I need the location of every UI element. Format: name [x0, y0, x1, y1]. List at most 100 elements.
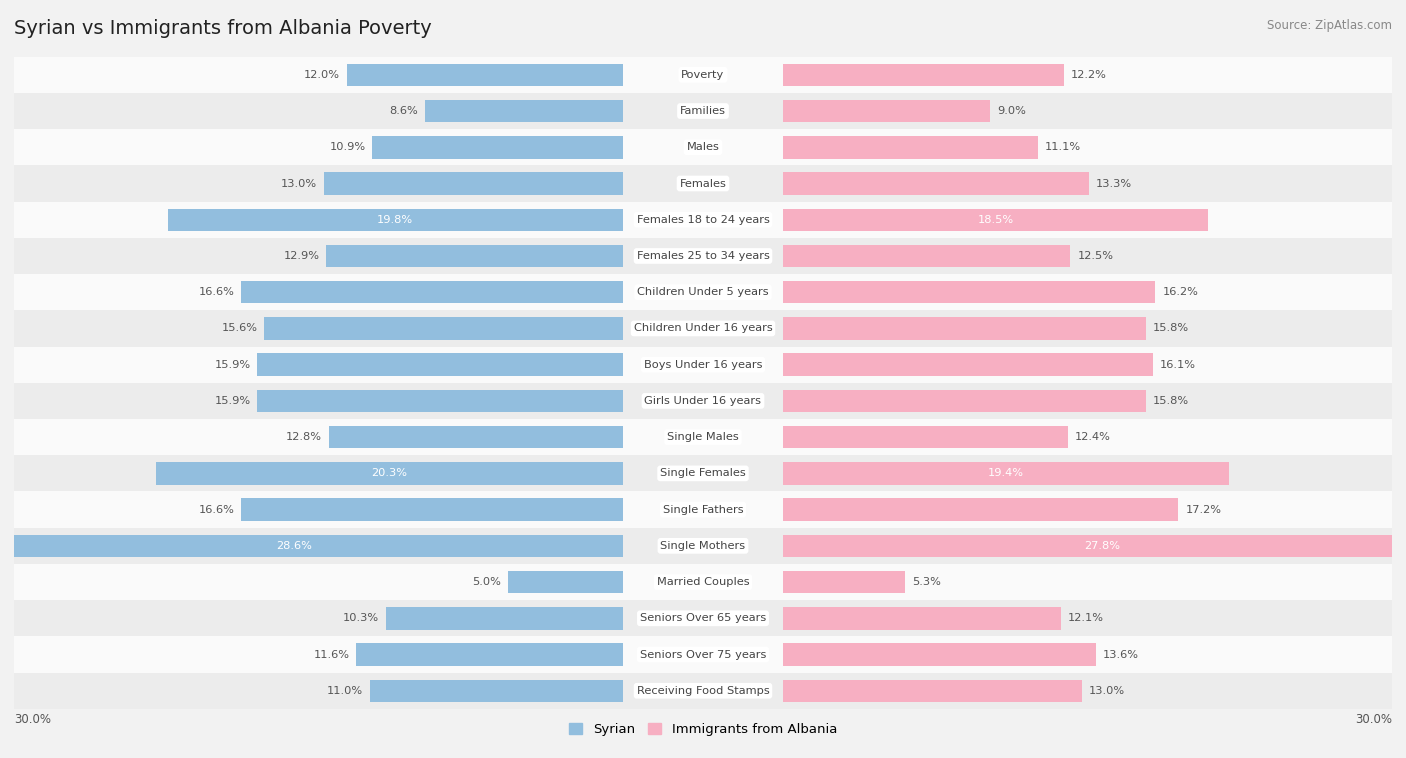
Text: Seniors Over 65 years: Seniors Over 65 years — [640, 613, 766, 623]
Bar — [783, 136, 1038, 158]
Bar — [156, 462, 623, 484]
Bar — [14, 491, 1392, 528]
Text: 12.1%: 12.1% — [1069, 613, 1104, 623]
Text: Single Mothers: Single Mothers — [661, 541, 745, 551]
Text: 15.9%: 15.9% — [215, 396, 250, 406]
Bar — [373, 136, 623, 158]
Bar — [14, 419, 1392, 456]
Text: 12.2%: 12.2% — [1070, 70, 1107, 80]
Text: 16.6%: 16.6% — [198, 287, 235, 297]
Bar — [783, 64, 1063, 86]
Text: 15.8%: 15.8% — [1153, 324, 1189, 334]
Text: 19.4%: 19.4% — [988, 468, 1024, 478]
Bar — [783, 172, 1088, 195]
Text: 28.6%: 28.6% — [277, 541, 312, 551]
Text: Married Couples: Married Couples — [657, 577, 749, 587]
Text: 10.9%: 10.9% — [329, 143, 366, 152]
Bar — [783, 680, 1083, 702]
Text: Seniors Over 75 years: Seniors Over 75 years — [640, 650, 766, 659]
Text: 12.5%: 12.5% — [1077, 251, 1114, 261]
Text: Poverty: Poverty — [682, 70, 724, 80]
Text: 11.0%: 11.0% — [328, 686, 363, 696]
Text: 12.9%: 12.9% — [284, 251, 319, 261]
Text: 13.3%: 13.3% — [1095, 178, 1132, 189]
Bar — [783, 245, 1070, 268]
Bar — [14, 383, 1392, 419]
Text: Syrian vs Immigrants from Albania Poverty: Syrian vs Immigrants from Albania Povert… — [14, 19, 432, 38]
Bar — [783, 390, 1146, 412]
Bar — [425, 100, 623, 122]
Bar — [242, 281, 623, 303]
Text: 19.8%: 19.8% — [377, 215, 413, 224]
Bar — [14, 637, 1392, 672]
Bar — [264, 317, 623, 340]
Bar — [508, 571, 623, 594]
Bar — [14, 93, 1392, 129]
Text: 15.9%: 15.9% — [215, 360, 250, 370]
Text: Receiving Food Stamps: Receiving Food Stamps — [637, 686, 769, 696]
Text: 16.1%: 16.1% — [1160, 360, 1197, 370]
Bar — [14, 129, 1392, 165]
Text: 27.8%: 27.8% — [1084, 541, 1121, 551]
Bar — [167, 208, 623, 231]
Text: Single Females: Single Females — [661, 468, 745, 478]
Bar — [0, 534, 623, 557]
Bar — [783, 426, 1069, 449]
Bar — [14, 600, 1392, 637]
Bar — [783, 534, 1406, 557]
Bar — [323, 172, 623, 195]
Text: Families: Families — [681, 106, 725, 116]
Bar — [783, 353, 1153, 376]
Text: 16.6%: 16.6% — [198, 505, 235, 515]
Text: Girls Under 16 years: Girls Under 16 years — [644, 396, 762, 406]
Text: 8.6%: 8.6% — [389, 106, 418, 116]
Text: 30.0%: 30.0% — [14, 713, 51, 725]
Bar — [387, 607, 623, 630]
Text: 13.0%: 13.0% — [281, 178, 318, 189]
Bar — [783, 100, 990, 122]
Text: Males: Males — [686, 143, 720, 152]
Bar — [783, 208, 1208, 231]
Text: 30.0%: 30.0% — [1355, 713, 1392, 725]
Text: 15.6%: 15.6% — [222, 324, 257, 334]
Text: Females 18 to 24 years: Females 18 to 24 years — [637, 215, 769, 224]
Legend: Syrian, Immigrants from Albania: Syrian, Immigrants from Albania — [569, 722, 837, 735]
Bar — [14, 346, 1392, 383]
Text: Children Under 5 years: Children Under 5 years — [637, 287, 769, 297]
Bar — [14, 274, 1392, 310]
Text: 11.6%: 11.6% — [314, 650, 349, 659]
Text: Females 25 to 34 years: Females 25 to 34 years — [637, 251, 769, 261]
Bar — [329, 426, 623, 449]
Text: 15.8%: 15.8% — [1153, 396, 1189, 406]
Text: 18.5%: 18.5% — [977, 215, 1014, 224]
Bar — [14, 564, 1392, 600]
Bar — [356, 644, 623, 666]
Bar — [14, 57, 1392, 93]
Bar — [370, 680, 623, 702]
Bar — [14, 672, 1392, 709]
Bar — [242, 498, 623, 521]
Text: 12.8%: 12.8% — [285, 432, 322, 442]
Bar — [783, 644, 1095, 666]
Text: Source: ZipAtlas.com: Source: ZipAtlas.com — [1267, 19, 1392, 32]
Bar — [783, 498, 1178, 521]
Text: 5.0%: 5.0% — [472, 577, 501, 587]
Text: 17.2%: 17.2% — [1185, 505, 1222, 515]
Bar — [783, 571, 905, 594]
Text: 9.0%: 9.0% — [997, 106, 1026, 116]
Bar — [14, 456, 1392, 491]
Text: Single Fathers: Single Fathers — [662, 505, 744, 515]
Bar — [257, 390, 623, 412]
Text: 13.0%: 13.0% — [1088, 686, 1125, 696]
Text: 20.3%: 20.3% — [371, 468, 408, 478]
Text: 10.3%: 10.3% — [343, 613, 380, 623]
Bar — [14, 202, 1392, 238]
Bar — [326, 245, 623, 268]
Bar — [783, 462, 1229, 484]
Bar — [14, 310, 1392, 346]
Bar — [14, 528, 1392, 564]
Bar — [347, 64, 623, 86]
Bar — [14, 238, 1392, 274]
Text: Single Males: Single Males — [666, 432, 740, 442]
Bar — [14, 165, 1392, 202]
